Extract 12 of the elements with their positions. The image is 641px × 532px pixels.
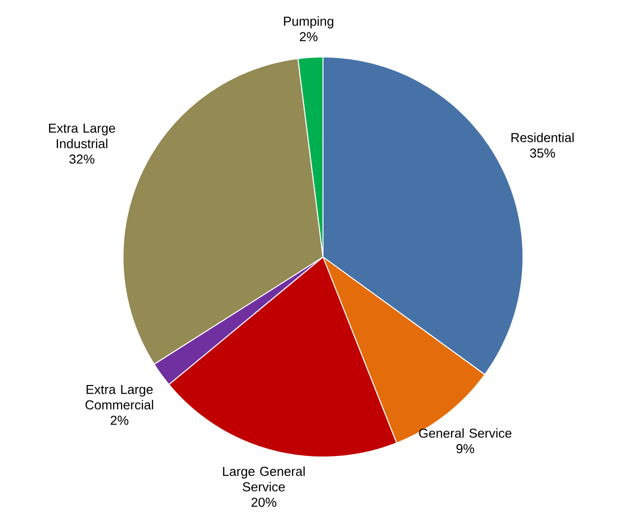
data-label: 35%: [530, 148, 555, 158]
slice-label: Extra Large Commercial: [86, 384, 154, 410]
slice-label: Residential: [512, 132, 574, 142]
slice-label: Pumping: [284, 16, 334, 28]
data-label: 2%: [110, 416, 128, 425]
data-label: 2%: [300, 32, 318, 42]
data-label: 20%: [251, 498, 276, 507]
slice-label: Large General Service: [223, 466, 305, 492]
data-label: 32%: [69, 154, 94, 164]
slice-label: General Service: [419, 428, 512, 438]
slice-label: Extra Large Industrial: [49, 124, 116, 148]
data-label: 9%: [456, 444, 474, 454]
